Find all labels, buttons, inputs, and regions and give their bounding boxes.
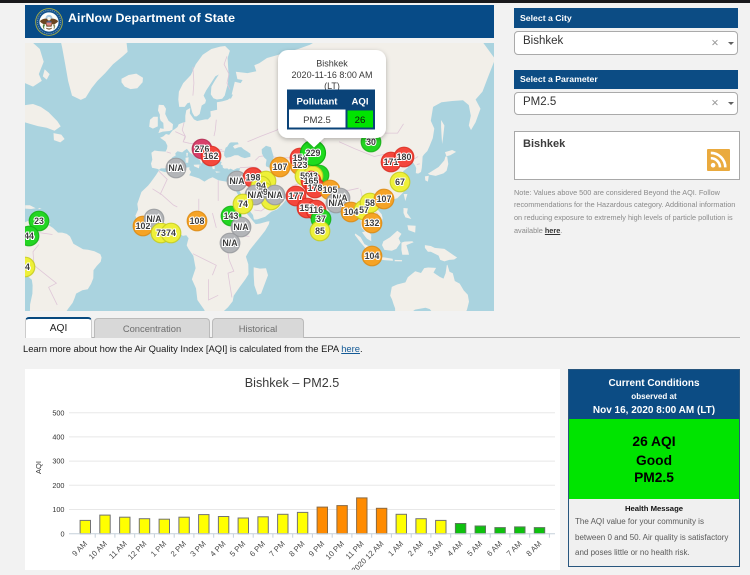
svg-text:104: 104 (344, 207, 359, 217)
svg-text:177: 177 (289, 191, 304, 201)
svg-text:108: 108 (190, 216, 205, 226)
svg-text:116: 116 (309, 205, 323, 215)
svg-text:N/A: N/A (332, 193, 348, 203)
svg-text:N/A: N/A (328, 198, 344, 208)
svg-text:Bishkek: Bishkek (316, 59, 348, 69)
svg-text:59: 59 (300, 171, 310, 181)
svg-text:74: 74 (166, 228, 176, 238)
svg-text:N/A: N/A (146, 214, 162, 224)
svg-text:198: 198 (246, 173, 261, 183)
svg-text:AQI: AQI (351, 97, 368, 108)
svg-text:165: 165 (304, 176, 319, 186)
svg-text:23: 23 (34, 216, 44, 226)
svg-text:154: 154 (293, 153, 308, 163)
svg-text:37: 37 (316, 214, 326, 224)
svg-text:132: 132 (365, 218, 380, 228)
svg-text:156: 156 (300, 203, 315, 213)
svg-text:67: 67 (395, 177, 405, 187)
svg-text:26: 26 (355, 115, 366, 126)
svg-text:2020-11-16 8:00 AM: 2020-11-16 8:00 AM (292, 70, 373, 80)
svg-text:0: 0 (60, 529, 64, 538)
svg-text:229: 229 (306, 148, 321, 158)
svg-text:94: 94 (25, 262, 30, 272)
svg-text:58: 58 (365, 198, 375, 208)
svg-text:276: 276 (195, 144, 210, 154)
svg-text:N/A: N/A (229, 176, 245, 186)
svg-text:100: 100 (52, 505, 64, 514)
svg-text:AQI: AQI (34, 461, 43, 474)
svg-text:400: 400 (52, 433, 64, 442)
svg-text:30: 30 (366, 137, 376, 147)
svg-text:180: 180 (397, 152, 412, 162)
svg-text:44: 44 (25, 231, 34, 241)
svg-text:57: 57 (359, 205, 369, 215)
svg-text:105: 105 (323, 185, 338, 195)
svg-text:PM2.5: PM2.5 (303, 115, 331, 126)
svg-text:500: 500 (52, 408, 64, 417)
svg-text:178: 178 (308, 183, 323, 193)
svg-text:N/A: N/A (247, 190, 263, 200)
svg-text:104: 104 (365, 251, 380, 261)
svg-text:85: 85 (315, 226, 325, 236)
svg-text:123: 123 (293, 160, 308, 170)
svg-text:59: 59 (258, 187, 268, 197)
svg-text:200: 200 (52, 481, 64, 490)
svg-text:N/A: N/A (168, 163, 184, 173)
svg-text:74: 74 (238, 199, 248, 209)
svg-text:107: 107 (377, 194, 392, 204)
svg-text:94: 94 (256, 181, 266, 191)
svg-text:102: 102 (136, 221, 151, 231)
svg-text:N/A: N/A (233, 222, 249, 232)
svg-text:N/A: N/A (222, 238, 238, 248)
svg-text:(LT): (LT) (324, 81, 340, 91)
svg-text:Bishkek – PM2.5: Bishkek – PM2.5 (245, 376, 340, 390)
svg-text:43: 43 (308, 171, 318, 181)
svg-text:107: 107 (273, 162, 288, 172)
svg-text:162: 162 (204, 151, 219, 161)
svg-text:73: 73 (156, 228, 166, 238)
svg-text:Pollutant: Pollutant (296, 97, 338, 108)
svg-text:N/A: N/A (267, 190, 283, 200)
svg-text:300: 300 (52, 457, 64, 466)
svg-text:143: 143 (224, 211, 239, 221)
svg-text:171: 171 (384, 157, 399, 167)
